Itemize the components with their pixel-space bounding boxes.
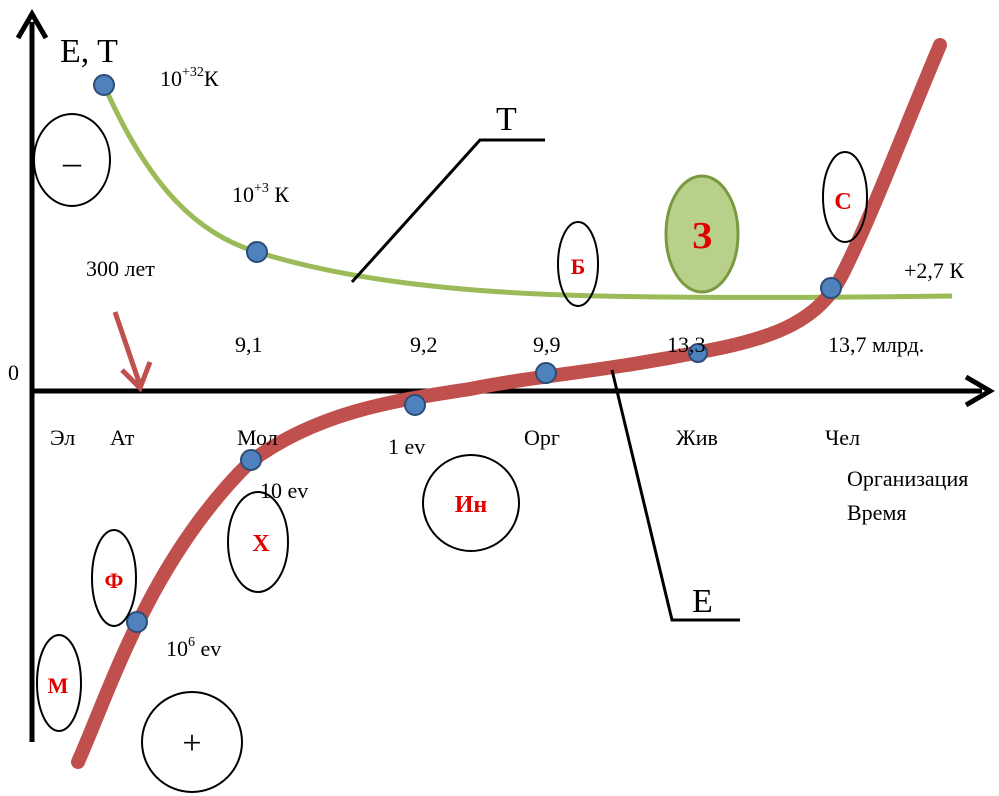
circle-c-label: С	[834, 189, 851, 215]
circle-b: Б	[557, 221, 599, 307]
temperature-label-1e3: 10+3 К	[232, 181, 289, 207]
pointer-arrow-head	[120, 361, 153, 393]
e-callout-line	[610, 369, 740, 622]
pointer-arrow-shaft	[112, 311, 143, 386]
circle-minus: –	[33, 113, 111, 207]
circle-minus-label: –	[62, 142, 82, 182]
x-axis-arrowhead	[964, 374, 995, 408]
point-t-start	[93, 74, 115, 96]
circle-f: Ф	[91, 529, 137, 627]
x-axis-label-time: Время	[847, 500, 906, 525]
circle-b-label: Б	[571, 254, 586, 279]
temperature-label-1e32: 10+32К	[160, 65, 219, 91]
circle-in-label: Ин	[455, 492, 488, 518]
circle-z-label: З	[692, 215, 712, 257]
category-label-at: Ат	[110, 425, 135, 450]
point-e-10ev	[240, 449, 262, 471]
circle-in: Ин	[422, 454, 520, 552]
category-label-el: Эл	[50, 425, 75, 450]
category-label-org: Орг	[524, 425, 560, 450]
time-label-9-2: 9,2	[410, 332, 438, 357]
data-points	[93, 74, 842, 633]
energy-label-10ev: 10 ev	[260, 478, 308, 503]
circle-m-label: М	[48, 673, 69, 698]
circle-plus-label: +	[182, 725, 201, 762]
circle-f-label: Ф	[105, 568, 124, 593]
circle-x: Х	[227, 491, 289, 593]
point-e-99	[535, 362, 557, 384]
circle-plus: +	[141, 691, 243, 793]
circle-z: З	[664, 174, 740, 294]
category-label-chel: Чел	[825, 425, 860, 450]
origin-label: 0	[8, 360, 19, 385]
point-t-91	[246, 241, 268, 263]
temperature-curve	[101, 83, 953, 300]
x-axis-label-organization: Организация	[847, 466, 968, 491]
circle-m: М	[36, 634, 82, 732]
time-label-13-7: 13,7 млрд.	[828, 332, 924, 357]
point-t-137	[820, 277, 842, 299]
time-label-9-1: 9,1	[235, 332, 263, 357]
circle-c: С	[822, 151, 868, 243]
time-label-13-3: 13,3	[667, 332, 706, 357]
e-curve-label: E	[692, 583, 713, 620]
category-label-mol: Мол	[237, 425, 278, 450]
energy-label-1e6ev: 106 ev	[166, 635, 221, 661]
energy-label-1ev: 1 ev	[388, 434, 425, 459]
y-axis-arrowhead	[15, 9, 49, 40]
temperature-label-2-7: +2,7 К	[904, 258, 964, 283]
y-axis-label: E, T	[60, 33, 118, 70]
t-callout-line	[350, 138, 545, 284]
time-label-300: 300 лет	[86, 256, 155, 281]
category-label-zhiv: Жив	[676, 425, 718, 450]
point-e-10e6ev	[126, 611, 148, 633]
time-label-9-9: 9,9	[533, 332, 561, 357]
circle-x-label: Х	[252, 531, 270, 557]
point-e-1ev	[404, 394, 426, 416]
t-curve-label: T	[496, 101, 517, 138]
point-e-133	[688, 343, 708, 363]
